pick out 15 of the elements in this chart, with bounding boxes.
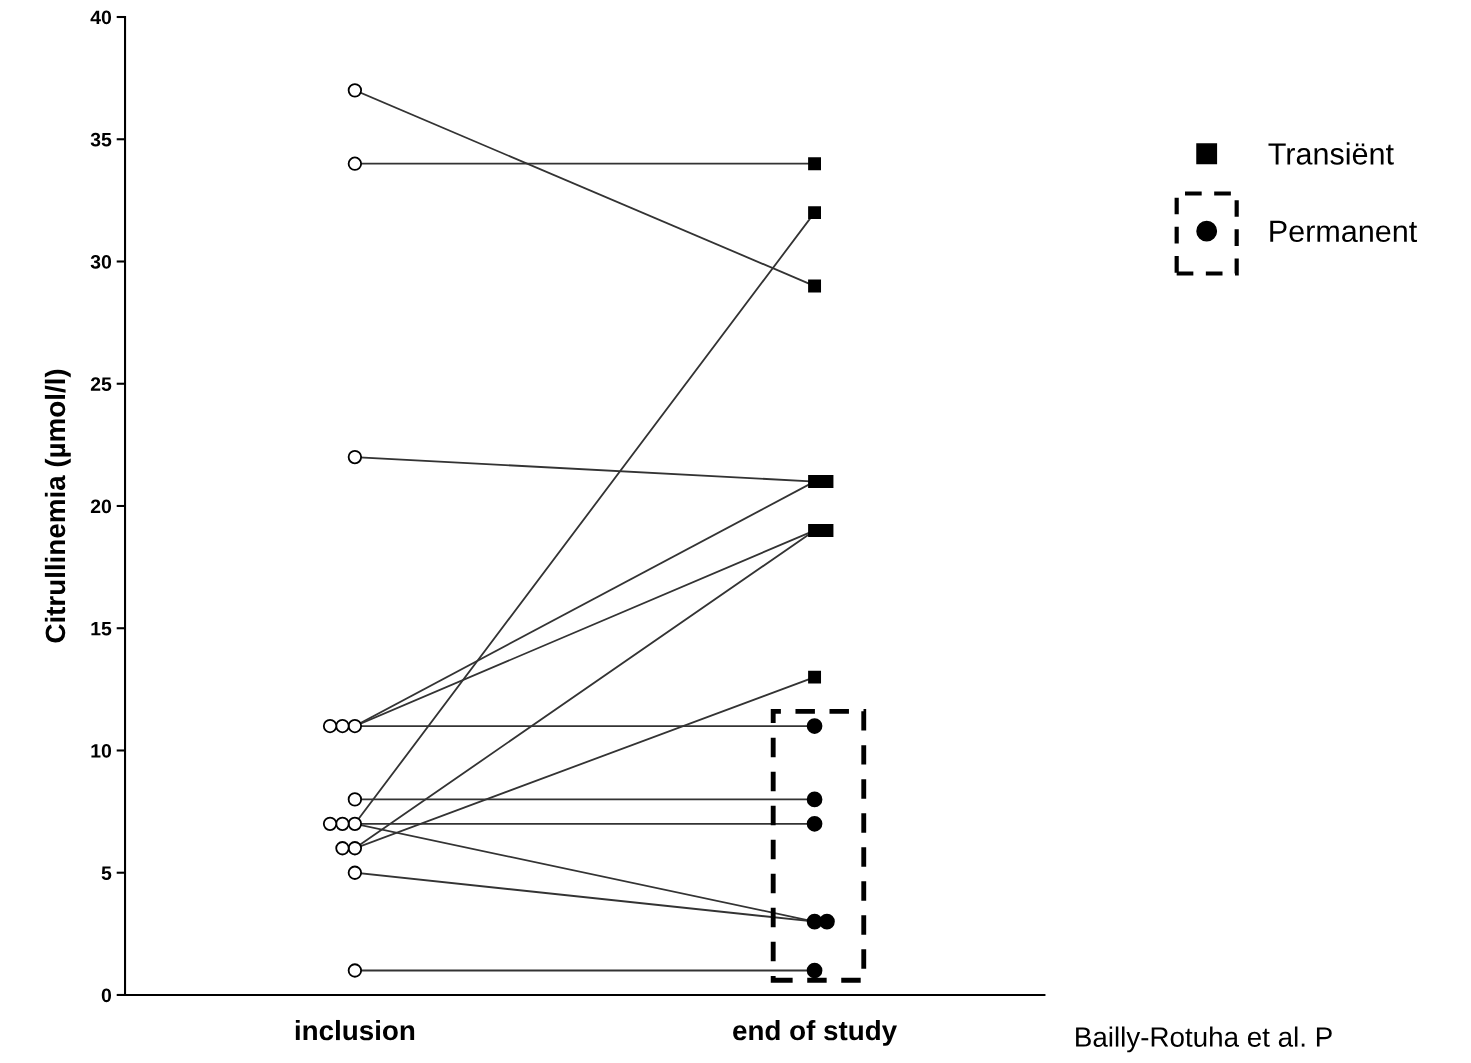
- y-tick-label: 25: [90, 377, 112, 391]
- x-tick-label: end of study: [733, 1019, 897, 1046]
- text: Bailly-Rotuha et al. P: [1076, 1026, 1332, 1053]
- y-tick-label: 5: [101, 866, 112, 880]
- y-tick-label: 30: [90, 254, 112, 269]
- y-tick-label: 10: [91, 743, 112, 758]
- y-tick-label: 35: [90, 132, 112, 147]
- y-tick-label: 40: [90, 10, 112, 25]
- y-tick-label: 20: [90, 499, 112, 514]
- y-tick-label: 0: [101, 988, 112, 1003]
- x-tick-label: inclusion: [295, 1019, 415, 1041]
- legend-label: Permanent: [1270, 220, 1418, 243]
- y-axis-title: Citrullinemia (µmol/l): [44, 369, 71, 643]
- legend-label: Transiënt: [1268, 142, 1394, 165]
- y-tick-label: 15: [91, 621, 112, 636]
